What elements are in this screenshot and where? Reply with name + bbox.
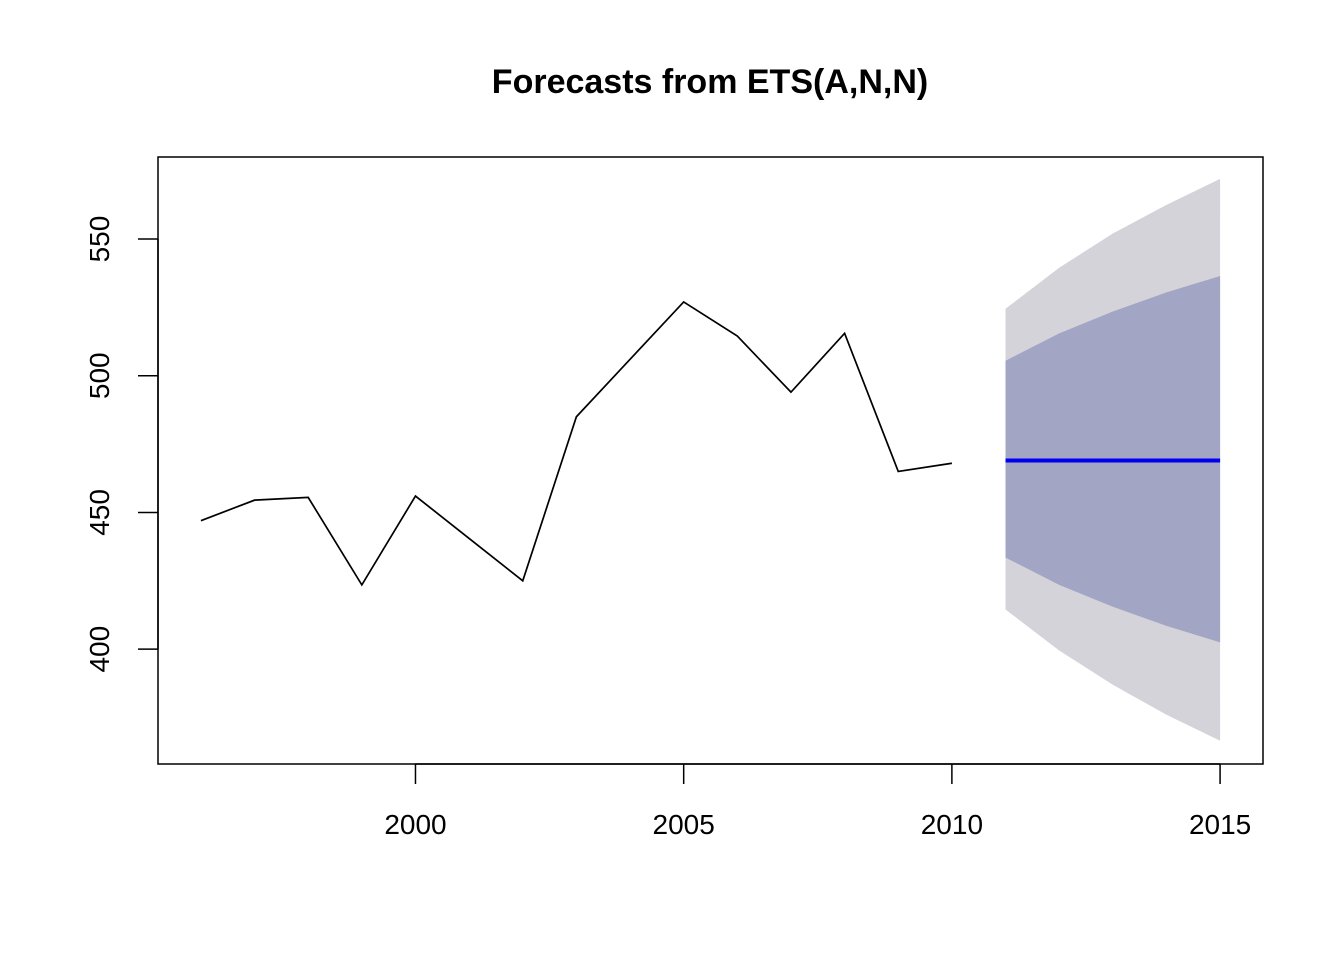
series-lines [200,300,1221,587]
y-tick-label: 500 [84,352,115,399]
y-tick-label: 400 [84,626,115,673]
y-tick-label: 450 [84,489,115,536]
y-tick-label: 550 [84,216,115,263]
x-axis: 2000 2005 2010 2015 [384,763,1251,840]
x-tick-label: 2005 [653,809,715,840]
y-axis: 400 450 500 550 [84,216,159,673]
chart-title: Forecasts from ETS(A,N,N) [492,63,928,101]
observed-line [200,300,953,587]
x-tick-label: 2000 [384,809,446,840]
x-tick-label: 2015 [1189,809,1251,840]
x-tick-label: 2010 [921,809,983,840]
